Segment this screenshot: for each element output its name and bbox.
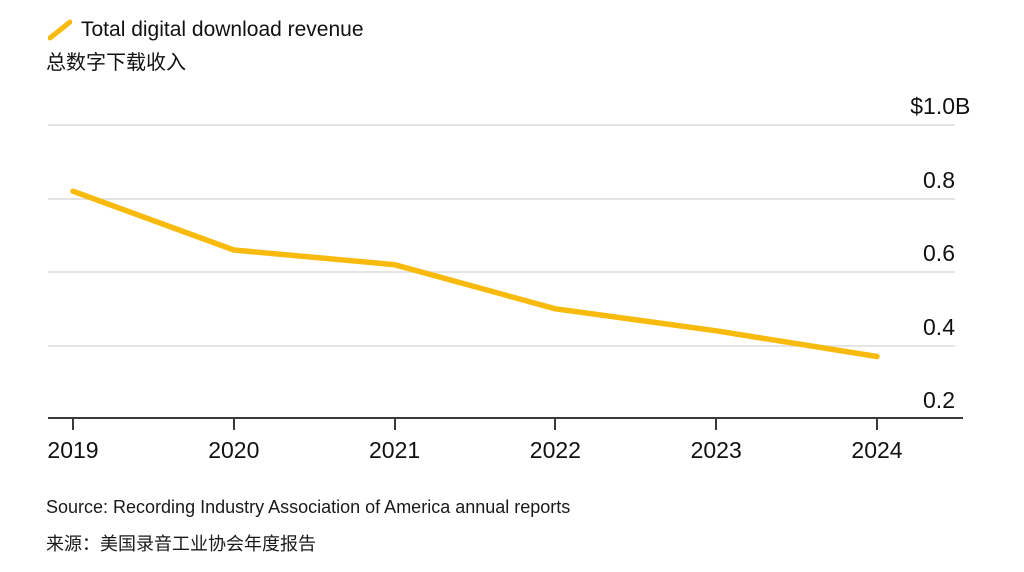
- y-tick-label-0.8: 0.8: [923, 166, 955, 193]
- x-tick-label-2022: 2022: [529, 437, 581, 463]
- x-tick-2021: [393, 419, 396, 430]
- x-tick-2023: [715, 419, 718, 430]
- x-tick-2020: [232, 419, 235, 430]
- source-block: Source: Recording Industry Association o…: [46, 496, 570, 555]
- legend-label: Total digital download revenue: [81, 18, 364, 41]
- chart-subtitle-zh: 总数字下载收入: [46, 52, 186, 74]
- x-tick-label-2024: 2024: [851, 437, 903, 463]
- source-line-en: Source: Recording Industry Association o…: [46, 497, 571, 517]
- gridline-0.8: [48, 197, 955, 200]
- source-line-zh: 来源：美国录音工业协会年度报告: [46, 534, 316, 554]
- gridline-0.4: [48, 344, 955, 347]
- y-tick-label-0.2: 0.2: [923, 387, 955, 413]
- line-series-icon: [48, 19, 72, 41]
- y-tick-label-1: $1.0 B: [910, 93, 971, 119]
- y-tick-label-0.6: 0.6: [923, 240, 955, 266]
- x-tick-2022: [554, 419, 557, 430]
- gridline-1: [48, 124, 955, 126]
- x-tick-label-2021: 2021: [369, 437, 421, 463]
- y-axis-unit-suffix: B: [955, 93, 971, 119]
- x-tick-2024: [876, 419, 878, 430]
- y-tick-label-0.4: 0.4: [923, 313, 955, 340]
- gridline-0.6: [48, 271, 955, 273]
- x-tick-2019: [72, 419, 74, 430]
- x-axis-line: [48, 417, 963, 419]
- x-tick-label-2020: 2020: [208, 437, 260, 463]
- revenue-line-series: [70, 188, 880, 360]
- legend: Total digital download revenue: [48, 18, 364, 42]
- x-tick-label-2023: 2023: [690, 437, 742, 463]
- x-tick-label-2019: 2019: [47, 437, 99, 463]
